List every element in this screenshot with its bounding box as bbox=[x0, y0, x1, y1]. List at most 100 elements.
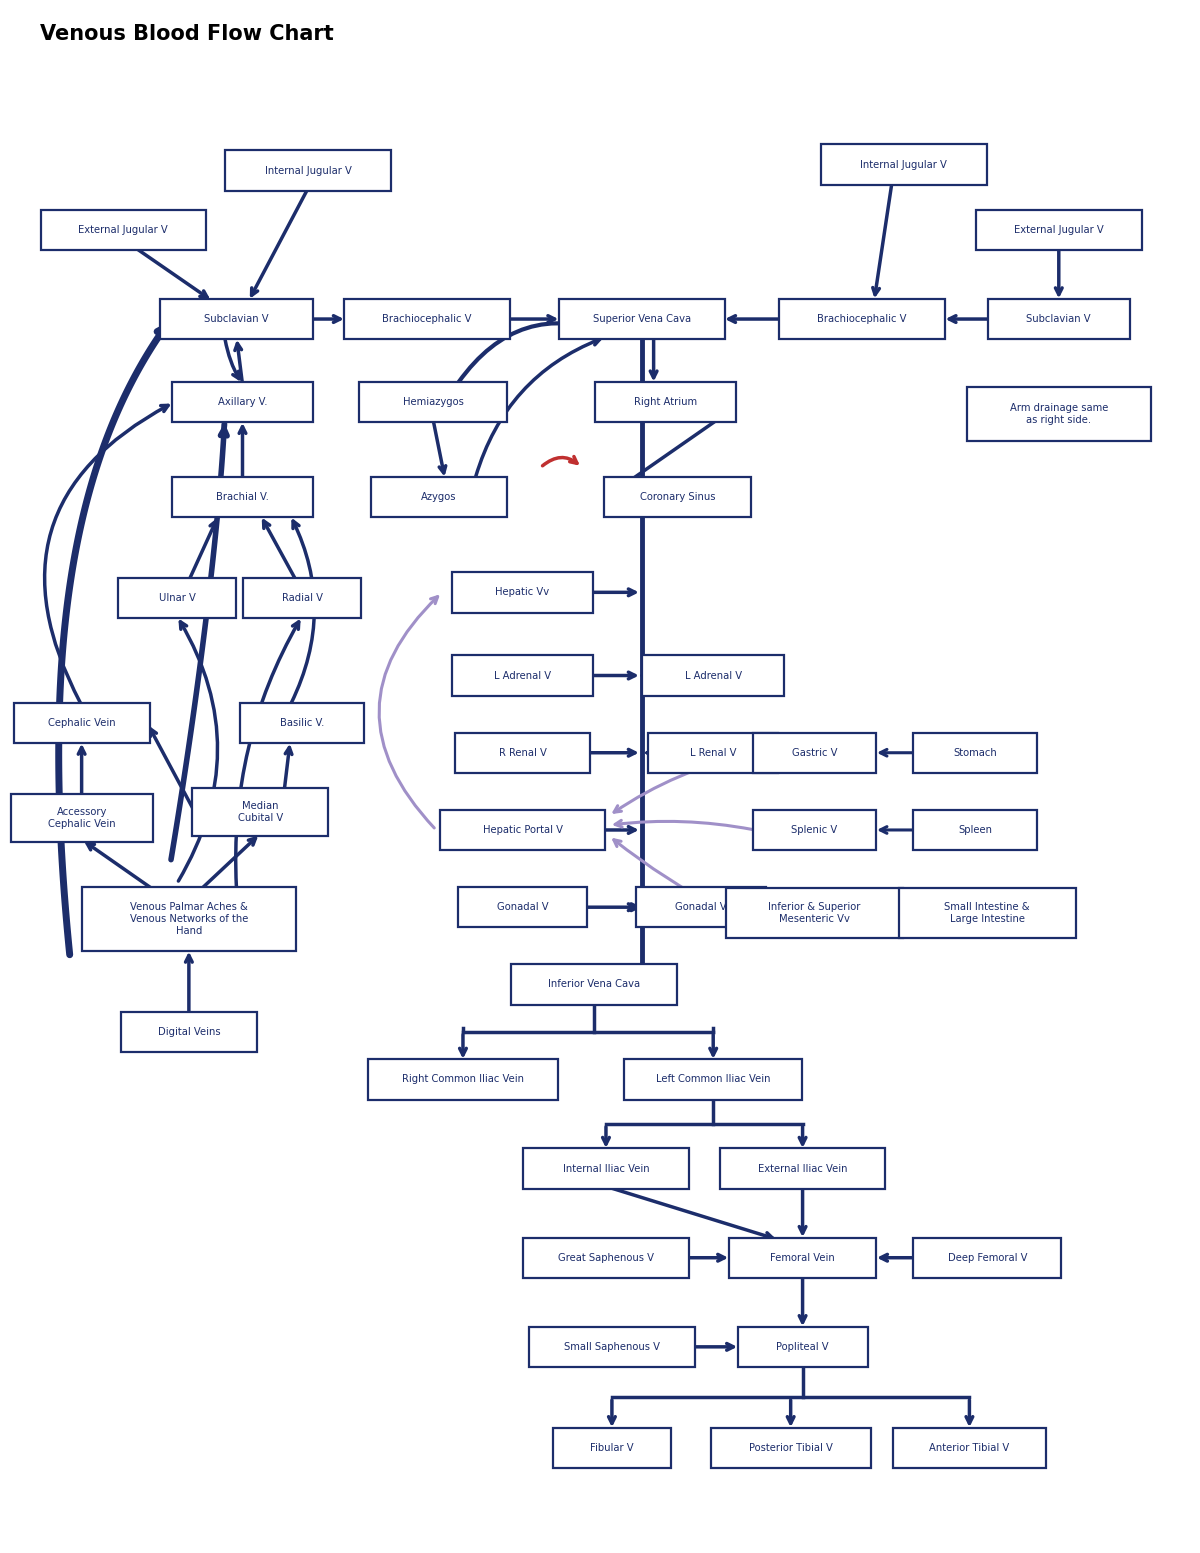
FancyBboxPatch shape bbox=[359, 382, 508, 422]
Text: Venous Blood Flow Chart: Venous Blood Flow Chart bbox=[40, 23, 334, 43]
Text: Subclavian V: Subclavian V bbox=[204, 314, 269, 325]
FancyBboxPatch shape bbox=[988, 298, 1129, 339]
FancyBboxPatch shape bbox=[976, 210, 1141, 250]
Text: Venous Palmar Aches &
Venous Networks of the
Hand: Venous Palmar Aches & Venous Networks of… bbox=[130, 902, 248, 936]
FancyBboxPatch shape bbox=[118, 578, 236, 618]
Text: Axillary V.: Axillary V. bbox=[217, 398, 268, 407]
FancyBboxPatch shape bbox=[439, 809, 605, 849]
Text: Fibular V: Fibular V bbox=[590, 1443, 634, 1454]
Text: Gonadal V: Gonadal V bbox=[497, 902, 548, 912]
FancyBboxPatch shape bbox=[344, 298, 510, 339]
Text: Hepatic Portal V: Hepatic Portal V bbox=[482, 825, 563, 836]
Text: Posterior Tibial V: Posterior Tibial V bbox=[749, 1443, 833, 1454]
Text: Cephalic Vein: Cephalic Vein bbox=[48, 717, 115, 728]
FancyBboxPatch shape bbox=[529, 1326, 695, 1367]
FancyBboxPatch shape bbox=[192, 789, 329, 836]
FancyBboxPatch shape bbox=[624, 1059, 802, 1100]
FancyBboxPatch shape bbox=[455, 733, 590, 773]
Text: Basilic V.: Basilic V. bbox=[280, 717, 324, 728]
FancyBboxPatch shape bbox=[648, 733, 778, 773]
FancyBboxPatch shape bbox=[779, 298, 944, 339]
Text: Brachial V.: Brachial V. bbox=[216, 492, 269, 502]
Text: Internal Jugular V: Internal Jugular V bbox=[860, 160, 947, 169]
Text: Radial V: Radial V bbox=[282, 593, 323, 603]
FancyBboxPatch shape bbox=[642, 655, 784, 696]
FancyBboxPatch shape bbox=[244, 578, 361, 618]
Text: Ulnar V: Ulnar V bbox=[158, 593, 196, 603]
FancyBboxPatch shape bbox=[41, 210, 206, 250]
Text: L Adrenal V: L Adrenal V bbox=[685, 671, 742, 680]
Text: Superior Vena Cava: Superior Vena Cava bbox=[593, 314, 691, 325]
Text: R Renal V: R Renal V bbox=[499, 747, 546, 758]
Text: L Renal V: L Renal V bbox=[690, 747, 737, 758]
Text: Anterior Tibial V: Anterior Tibial V bbox=[929, 1443, 1009, 1454]
Text: L Adrenal V: L Adrenal V bbox=[494, 671, 551, 680]
FancyBboxPatch shape bbox=[13, 704, 150, 744]
Text: Femoral Vein: Femoral Vein bbox=[770, 1253, 835, 1263]
FancyBboxPatch shape bbox=[553, 1427, 671, 1468]
FancyBboxPatch shape bbox=[226, 151, 391, 191]
Text: External Jugular V: External Jugular V bbox=[78, 225, 168, 235]
FancyBboxPatch shape bbox=[913, 1238, 1061, 1278]
FancyBboxPatch shape bbox=[559, 298, 725, 339]
Text: External Jugular V: External Jugular V bbox=[1014, 225, 1104, 235]
FancyBboxPatch shape bbox=[604, 477, 751, 517]
Text: Accessory
Cephalic Vein: Accessory Cephalic Vein bbox=[48, 808, 115, 829]
FancyBboxPatch shape bbox=[368, 1059, 558, 1100]
Text: Brachiocephalic V: Brachiocephalic V bbox=[383, 314, 472, 325]
FancyBboxPatch shape bbox=[83, 887, 295, 950]
FancyBboxPatch shape bbox=[451, 655, 594, 696]
FancyBboxPatch shape bbox=[752, 809, 876, 849]
FancyBboxPatch shape bbox=[11, 794, 152, 842]
FancyBboxPatch shape bbox=[710, 1427, 870, 1468]
Text: Gonadal V: Gonadal V bbox=[676, 902, 727, 912]
Text: Inferior & Superior
Mesenteric Vv: Inferior & Superior Mesenteric Vv bbox=[768, 902, 860, 924]
Text: Digital Veins: Digital Veins bbox=[157, 1027, 220, 1037]
Text: Inferior Vena Cava: Inferior Vena Cava bbox=[548, 980, 640, 989]
Text: Small Intestine &
Large Intestine: Small Intestine & Large Intestine bbox=[944, 902, 1030, 924]
Text: Internal Jugular V: Internal Jugular V bbox=[265, 166, 352, 175]
FancyBboxPatch shape bbox=[240, 704, 364, 744]
FancyBboxPatch shape bbox=[172, 382, 313, 422]
FancyBboxPatch shape bbox=[595, 382, 737, 422]
FancyBboxPatch shape bbox=[967, 387, 1151, 441]
FancyBboxPatch shape bbox=[371, 477, 508, 517]
Text: Spleen: Spleen bbox=[959, 825, 992, 836]
FancyBboxPatch shape bbox=[913, 733, 1037, 773]
FancyBboxPatch shape bbox=[511, 964, 677, 1005]
FancyBboxPatch shape bbox=[726, 888, 904, 938]
Text: Right Common Iliac Vein: Right Common Iliac Vein bbox=[402, 1075, 524, 1084]
FancyBboxPatch shape bbox=[821, 144, 986, 185]
Text: External Iliac Vein: External Iliac Vein bbox=[758, 1163, 847, 1174]
FancyBboxPatch shape bbox=[160, 298, 313, 339]
Text: Hemiazygos: Hemiazygos bbox=[403, 398, 463, 407]
FancyBboxPatch shape bbox=[738, 1326, 868, 1367]
FancyBboxPatch shape bbox=[523, 1238, 689, 1278]
Text: Popliteal V: Popliteal V bbox=[776, 1342, 829, 1351]
Text: Subclavian V: Subclavian V bbox=[1026, 314, 1091, 325]
FancyBboxPatch shape bbox=[720, 1148, 886, 1188]
FancyBboxPatch shape bbox=[523, 1148, 689, 1188]
Text: Right Atrium: Right Atrium bbox=[634, 398, 697, 407]
FancyBboxPatch shape bbox=[893, 1427, 1046, 1468]
Text: Hepatic Vv: Hepatic Vv bbox=[496, 587, 550, 598]
Text: Left Common Iliac Vein: Left Common Iliac Vein bbox=[656, 1075, 770, 1084]
Text: Stomach: Stomach bbox=[954, 747, 997, 758]
FancyBboxPatch shape bbox=[121, 1011, 257, 1053]
FancyBboxPatch shape bbox=[899, 888, 1076, 938]
Text: Arm drainage same
as right side.: Arm drainage same as right side. bbox=[1009, 404, 1108, 426]
Text: Gastric V: Gastric V bbox=[792, 747, 838, 758]
Text: Brachiocephalic V: Brachiocephalic V bbox=[817, 314, 907, 325]
Text: Small Saphenous V: Small Saphenous V bbox=[564, 1342, 660, 1351]
FancyBboxPatch shape bbox=[172, 477, 313, 517]
Text: Deep Femoral V: Deep Femoral V bbox=[948, 1253, 1027, 1263]
Text: Coronary Sinus: Coronary Sinus bbox=[640, 492, 715, 502]
FancyBboxPatch shape bbox=[728, 1238, 876, 1278]
FancyBboxPatch shape bbox=[451, 572, 594, 612]
FancyBboxPatch shape bbox=[913, 809, 1037, 849]
FancyBboxPatch shape bbox=[636, 887, 767, 927]
Text: Median
Cubital V: Median Cubital V bbox=[238, 801, 283, 823]
Text: Great Saphenous V: Great Saphenous V bbox=[558, 1253, 654, 1263]
Text: Internal Iliac Vein: Internal Iliac Vein bbox=[563, 1163, 649, 1174]
Text: Azygos: Azygos bbox=[421, 492, 457, 502]
